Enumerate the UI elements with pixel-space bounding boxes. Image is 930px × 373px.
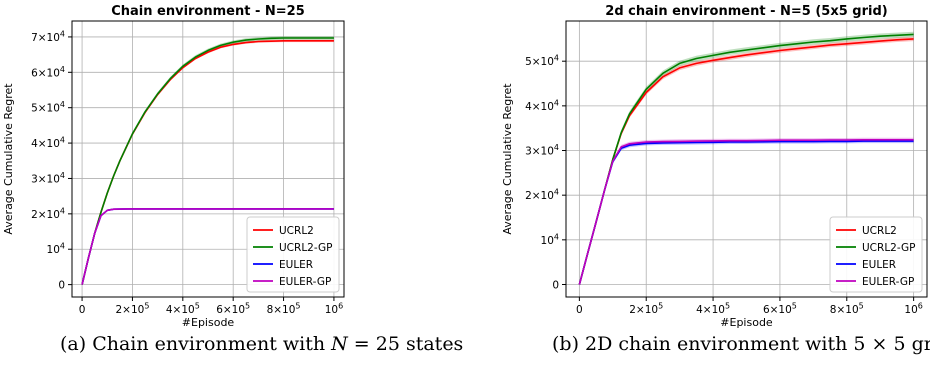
y-tick-label: 2×104: [31, 206, 65, 221]
x-tick-label: 4×105: [166, 302, 200, 317]
plot-frame: [565, 20, 928, 298]
y-tick-label: 5×104: [525, 54, 559, 69]
legend-label-euler: EULER: [279, 259, 313, 271]
chart-title: 2d chain environment - N=5 (5x5 grid): [605, 4, 887, 19]
legend-label-ucrl2-gp: UCRL2-GP: [279, 242, 332, 254]
x-tick-label: 0: [79, 304, 86, 316]
y-tick-label: 4×104: [525, 98, 559, 113]
legend-label-euler: EULER: [862, 259, 896, 271]
chart-title: Chain environment - N=25: [111, 4, 305, 19]
y-tick-label: 2×104: [525, 188, 559, 203]
x-axis-label: #Episode: [720, 316, 773, 329]
x-axis-label: #Episode: [182, 316, 235, 329]
caption-right-prefix: (b) 2D chain environment with: [552, 333, 854, 355]
chart-1: Chain environment - N=25 0 2×105 4×105 6×105…: [2, 4, 345, 329]
y-tick-label: 7×104: [31, 29, 65, 44]
x-tick-label: 2×105: [629, 302, 663, 317]
charts-svg: Chain environment - N=25 0 2×105 4×105 6×105…: [2, 4, 928, 329]
series-line-euler-gp: [578, 139, 914, 285]
legend-label-euler-gp: EULER-GP: [862, 276, 914, 288]
legend-box: [829, 216, 923, 293]
caption-left-prefix: (a) Chain environment with: [60, 333, 332, 355]
series-line-euler-gp: [81, 208, 334, 285]
y-tick-label: 104: [47, 242, 65, 257]
legend-label-ucrl2-gp: UCRL2-GP: [862, 242, 915, 254]
y-tick-label: 0: [552, 279, 559, 291]
x-tick-label: 8×105: [267, 302, 301, 317]
y-tick-label: 6×104: [31, 65, 65, 80]
caption-right-suffix: gri: [911, 333, 930, 355]
caption-left-var: N: [331, 333, 348, 355]
legend: UCRL2 UCRL2-GP EULER EULER-GP: [829, 216, 923, 293]
x-tick-label: 6×105: [763, 302, 797, 317]
legend-label-ucrl2: UCRL2: [279, 225, 314, 237]
legend: UCRL2 UCRL2-GP EULER EULER-GP: [246, 216, 340, 293]
x-tick-label: 106: [325, 302, 343, 317]
y-axis-label: Average Cumulative Regret: [2, 83, 15, 235]
x-tick-label: 2×105: [115, 302, 149, 317]
caption-left: (a) Chain environment with N = 25 states: [60, 333, 463, 355]
x-tick-label: 8×105: [830, 302, 864, 317]
x-tick-label: 106: [904, 302, 922, 317]
caption-right-expr: 5 × 5: [853, 333, 906, 355]
caption-left-suffix: = 25 states: [347, 333, 464, 355]
plot-frame: [71, 20, 345, 298]
chart-2: 2d chain environment - N=5 (5x5 grid) 0 2×…: [501, 4, 928, 329]
x-tick-label: 4×105: [696, 302, 730, 317]
y-tick-label: 5×104: [31, 100, 65, 115]
series-line-ucrl2-gp: [81, 37, 334, 285]
y-tick-label: 3×104: [525, 143, 559, 158]
y-tick-label: 4×104: [31, 136, 65, 151]
x-tick-label: 0: [576, 304, 583, 316]
y-tick-label: 3×104: [31, 171, 65, 186]
y-tick-label: 0: [58, 280, 65, 292]
y-axis-label: Average Cumulative Regret: [501, 83, 514, 235]
x-tick-label: 6×105: [216, 302, 250, 317]
caption-right: (b) 2D chain environment with 5 × 5 gri: [552, 333, 930, 355]
y-tick-label: 104: [541, 232, 559, 247]
legend-label-euler-gp: EULER-GP: [279, 276, 331, 288]
legend-label-ucrl2: UCRL2: [862, 225, 897, 237]
legend-box: [246, 216, 340, 293]
